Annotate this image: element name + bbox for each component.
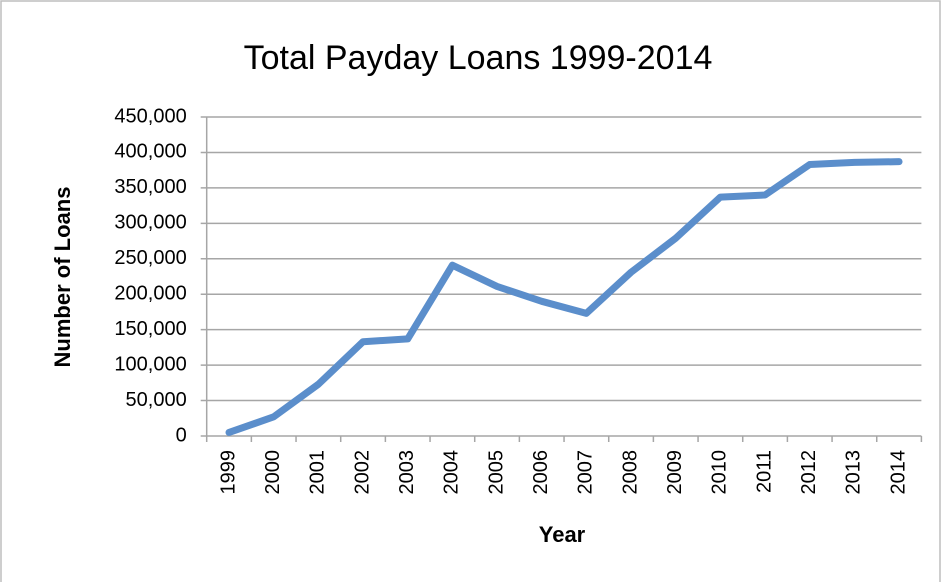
y-tick-label: 50,000 bbox=[126, 389, 187, 411]
x-tick-label: 2002 bbox=[351, 450, 373, 495]
chart-title: Total Payday Loans 1999-2014 bbox=[244, 39, 713, 77]
x-tick-label: 2008 bbox=[619, 450, 641, 495]
x-tick-label: 2005 bbox=[485, 450, 507, 495]
y-tick-label: 350,000 bbox=[114, 176, 186, 198]
x-tick-label: 2000 bbox=[262, 450, 284, 495]
x-tick-label: 2001 bbox=[307, 450, 329, 495]
x-tick-label: 2006 bbox=[530, 450, 552, 495]
y-tick-label: 150,000 bbox=[114, 318, 186, 340]
y-tick-label: 200,000 bbox=[114, 283, 186, 305]
x-tick-label: 2013 bbox=[843, 450, 865, 495]
x-tick-label: 1999 bbox=[217, 450, 239, 495]
y-tick-label: 400,000 bbox=[114, 141, 186, 163]
x-axis-label: Year bbox=[539, 522, 586, 547]
y-tick-label: 250,000 bbox=[114, 247, 186, 269]
x-tick-label: 2003 bbox=[396, 450, 418, 495]
y-tick-label: 0 bbox=[176, 424, 187, 446]
x-tick-label: 2014 bbox=[887, 450, 909, 495]
x-tick-label: 2004 bbox=[441, 450, 463, 495]
x-tick-label: 2012 bbox=[798, 450, 820, 495]
data-line bbox=[225, 158, 903, 436]
y-axis-label: Number of Loans bbox=[50, 187, 75, 368]
y-tick-label: 450,000 bbox=[114, 105, 186, 127]
x-tick-label: 2010 bbox=[709, 450, 731, 495]
x-tick-label: 2011 bbox=[753, 450, 775, 493]
x-tick-label: 2009 bbox=[664, 450, 686, 495]
y-tick-label: 100,000 bbox=[114, 353, 186, 375]
y-tick-label: 300,000 bbox=[114, 212, 186, 234]
x-tick-label: 2007 bbox=[575, 450, 597, 495]
